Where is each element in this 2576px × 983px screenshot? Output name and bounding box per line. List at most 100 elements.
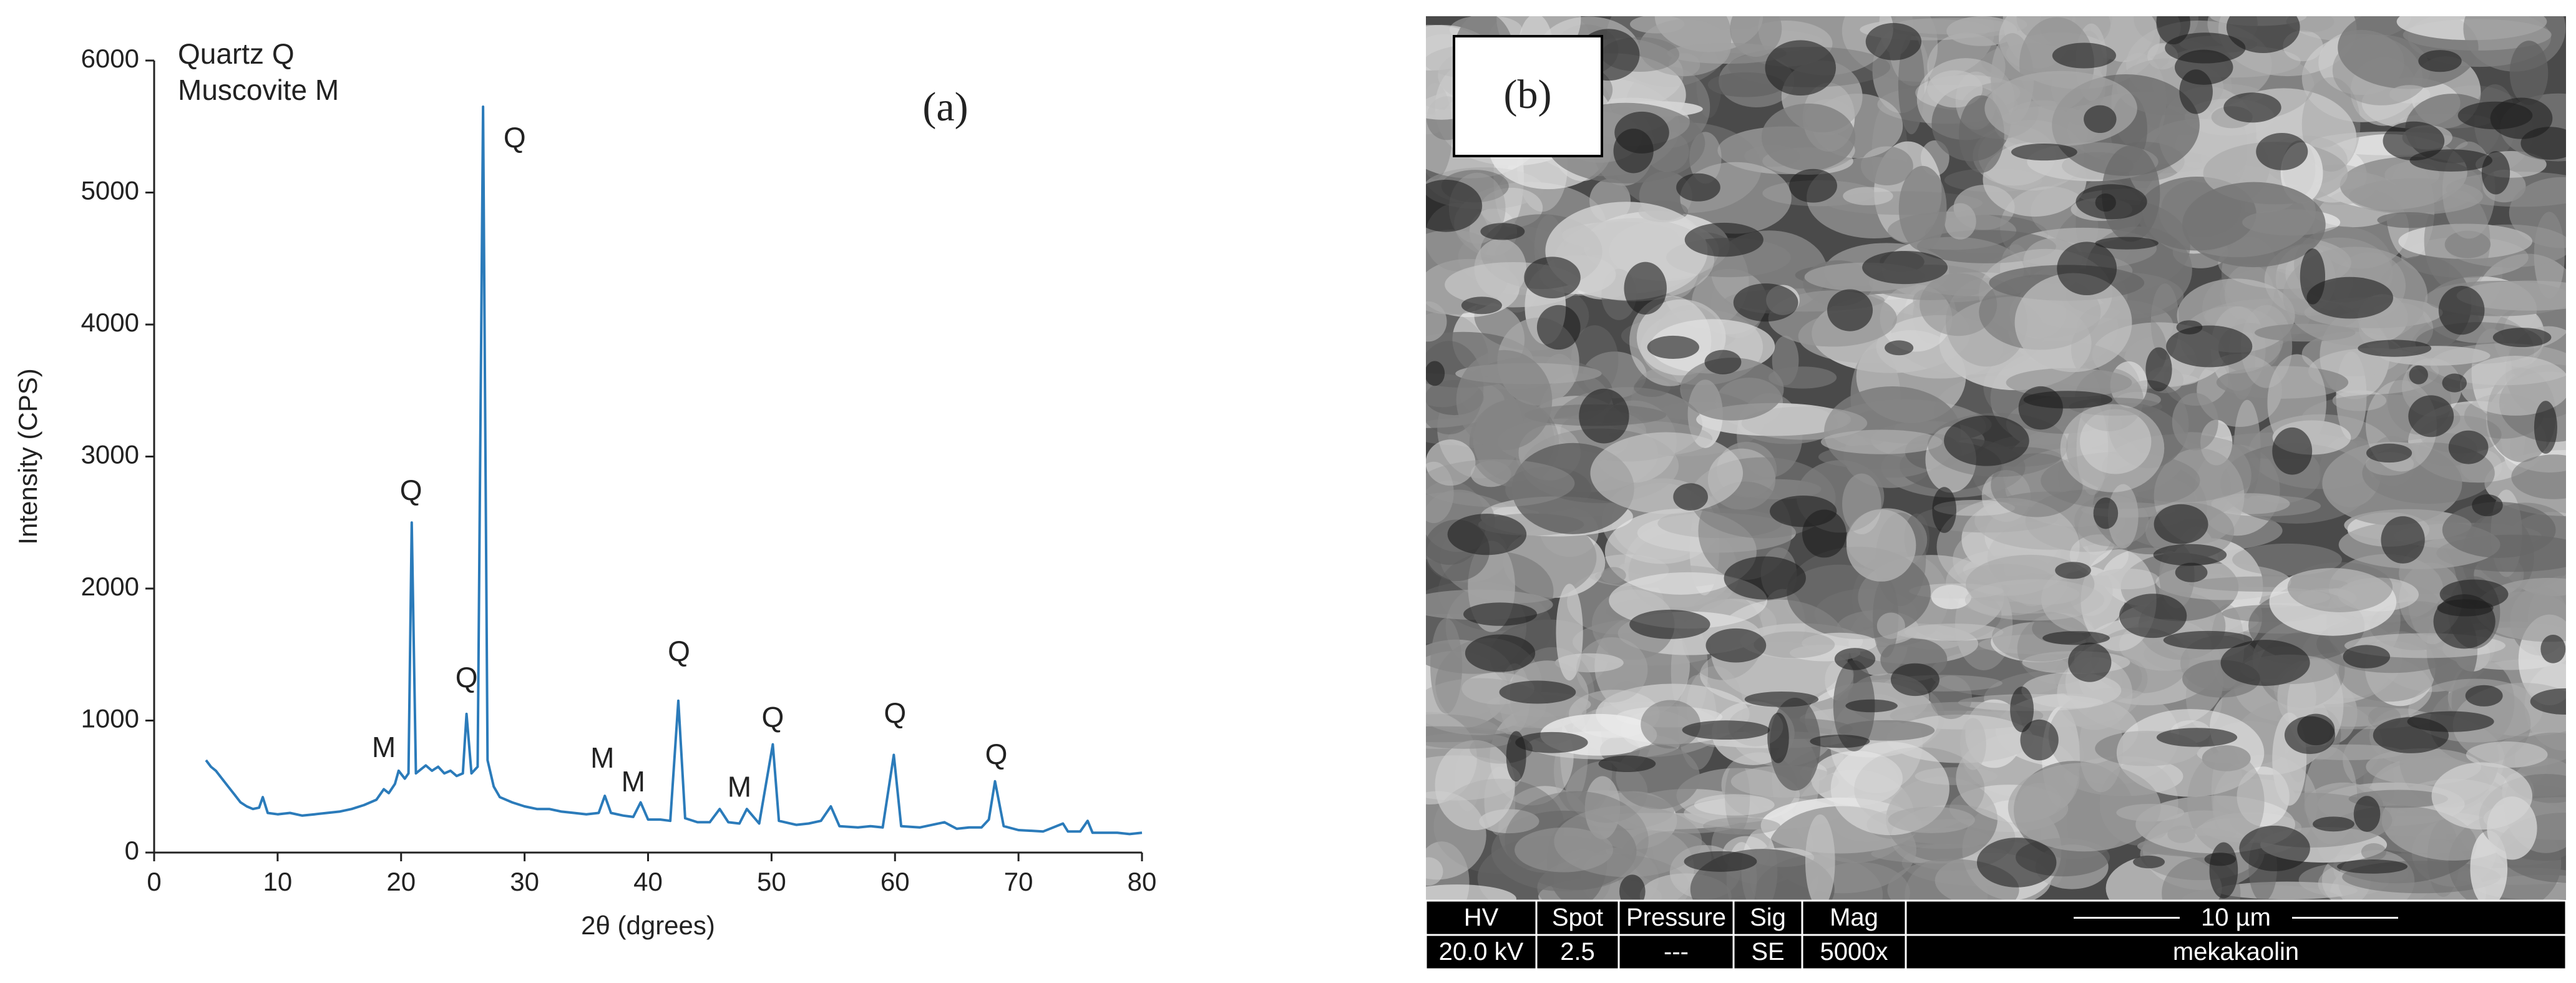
sem-pore: [1789, 169, 1837, 203]
y-tick-label: 5000: [81, 176, 139, 205]
peak-label: Q: [504, 121, 526, 154]
sem-grain: [1515, 827, 1614, 873]
sem-grain: [1991, 453, 2083, 517]
sem-pore: [2256, 132, 2308, 170]
sem-grain: [1754, 631, 1835, 658]
sem-grain: [1584, 776, 1621, 839]
sem-grain: [1671, 620, 1709, 721]
scale-bar-label: 10 µm: [2201, 904, 2271, 931]
sem-grain: [2094, 568, 2159, 590]
sem-grain: [2466, 741, 2548, 768]
peak-label: M: [622, 765, 645, 798]
peak-label: Q: [668, 635, 690, 667]
sem-pore: [1465, 634, 1536, 672]
sem-pore: [1499, 680, 1576, 704]
sem-pore: [1733, 283, 1798, 322]
y-axis-label: Intensity (CPS): [13, 368, 42, 544]
info-value: ---: [1664, 938, 1689, 966]
sem-grain: [1992, 611, 2089, 662]
sem-texture: [1426, 16, 2566, 901]
sem-grain: [2377, 212, 2442, 228]
sem-grain: [1820, 429, 1943, 454]
sem-pore: [2020, 719, 2059, 761]
sem-pore: [1684, 851, 1757, 872]
sem-grain: [1741, 406, 1868, 440]
legend-text: Quartz Q: [178, 37, 295, 70]
sem-pore: [1480, 223, 1525, 240]
sem-pore: [2383, 121, 2445, 161]
x-tick-label: 30: [510, 867, 539, 896]
sem-pore: [2284, 716, 2336, 755]
sem-grain: [2041, 451, 2200, 509]
sem-pore: [1865, 22, 1922, 61]
x-tick-label: 20: [386, 867, 416, 896]
sem-grain: [1805, 814, 1835, 901]
sem-pore: [2145, 347, 2172, 392]
sem-pore: [2093, 497, 2119, 529]
sem-grain: [1983, 142, 2087, 217]
sem-grain: [2301, 77, 2361, 172]
sem-grain: [1707, 72, 1785, 97]
sample-name: mekakaolin: [2173, 938, 2299, 966]
sem-pore: [2011, 143, 2077, 161]
info-header: Pressure: [1626, 904, 1726, 931]
sem-pore: [1536, 305, 1581, 350]
sem-grain: [1426, 301, 1447, 342]
sem-pore: [2166, 325, 2253, 368]
sem-grain: [2102, 434, 2262, 502]
sem-pore: [2174, 49, 2233, 85]
sem-pore: [1890, 663, 1939, 697]
sem-grain: [2107, 484, 2139, 549]
sem-grain: [2287, 562, 2393, 612]
info-header: HV: [1464, 904, 1499, 931]
sem-grain: [1426, 857, 1443, 886]
sem-grain: [2021, 672, 2122, 708]
sem-pore: [1624, 262, 1667, 315]
sem-pore: [1426, 361, 1445, 386]
sem-pore: [2492, 328, 2552, 348]
sem-pore: [1447, 514, 1527, 555]
xrd-chart: 0 1000 2000 3000 4000 5000 6000 0 10 20 30 40 50 60 70…: [13, 37, 1156, 940]
sem-pore: [2055, 562, 2091, 579]
sem-pore: [1862, 251, 1948, 285]
y-tick-label: 0: [125, 836, 139, 865]
sem-grain: [1616, 745, 1700, 809]
sem-grain: [2460, 356, 2566, 416]
peak-label: M: [372, 731, 396, 763]
sem-pore: [2133, 855, 2165, 869]
peak-label: Q: [456, 661, 478, 693]
sem-pore: [1629, 609, 1710, 639]
sem-grain: [2487, 796, 2537, 860]
x-tick-label: 0: [147, 867, 161, 896]
sem-pore: [2520, 127, 2566, 160]
sem-pore: [2226, 16, 2300, 54]
sem-pore: [2220, 640, 2310, 687]
sem-grain: [2060, 404, 2165, 492]
sem-grain: [1898, 165, 1947, 252]
sem-grain: [1579, 813, 1741, 829]
sem-grain: [1435, 740, 1515, 831]
sem-grain: [2079, 409, 2152, 474]
sem-pore: [2409, 365, 2428, 384]
sem-pore: [2540, 635, 2566, 663]
sem-grain: [1843, 187, 1893, 205]
sem-grain: [2389, 85, 2431, 104]
sem-grain: [1730, 16, 1782, 57]
sem-pore: [2239, 825, 2310, 871]
info-value: 20.0 kV: [1439, 938, 1524, 966]
sem-pore: [2418, 50, 2462, 72]
sem-pore: [2457, 101, 2533, 130]
sem-pore: [2472, 494, 2503, 517]
sem-pore: [1426, 179, 1483, 232]
sem-pore: [1676, 173, 1720, 202]
sem-grain: [1571, 325, 1619, 395]
sem-grain: [1639, 19, 1731, 76]
sem-pore: [2095, 193, 2116, 212]
sem-pore: [2042, 631, 2110, 645]
sem-pore: [1515, 731, 1588, 753]
sem-pore: [1724, 556, 1806, 600]
sem-grain: [1634, 378, 1671, 398]
sem-pore: [2095, 237, 2159, 250]
sem-grain: [2442, 502, 2556, 558]
